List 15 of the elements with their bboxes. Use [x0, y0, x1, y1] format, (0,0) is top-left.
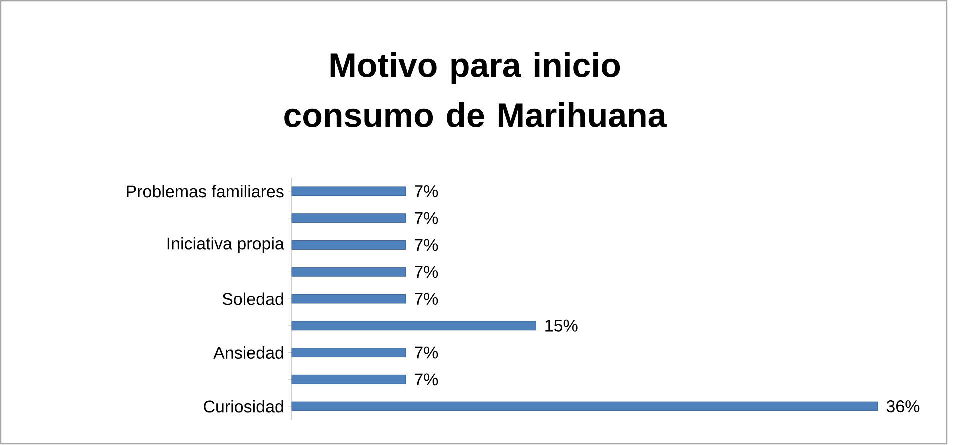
- y-tick-label: Soledad: [222, 292, 284, 306]
- y-tick-label: Iniciativa propia: [168, 237, 284, 254]
- data-label: 7%: [415, 374, 438, 386]
- data-label: 7%: [415, 186, 438, 198]
- data-label: 7%: [415, 293, 438, 305]
- y-tick-label: Curiosidad: [204, 400, 284, 413]
- y-tick-label: Ansiedad: [214, 346, 284, 360]
- chart-title: Motivo para inicio consumo de Marihuana: [284, 52, 667, 128]
- data-label: 36%: [886, 400, 920, 413]
- y-tick-label: Problemas familiares: [127, 185, 284, 198]
- data-label: 7%: [415, 266, 438, 278]
- data-label: 15%: [546, 320, 578, 332]
- data-label: 7%: [415, 212, 438, 224]
- data-label: 7%: [415, 239, 438, 252]
- data-label: 7%: [415, 346, 438, 359]
